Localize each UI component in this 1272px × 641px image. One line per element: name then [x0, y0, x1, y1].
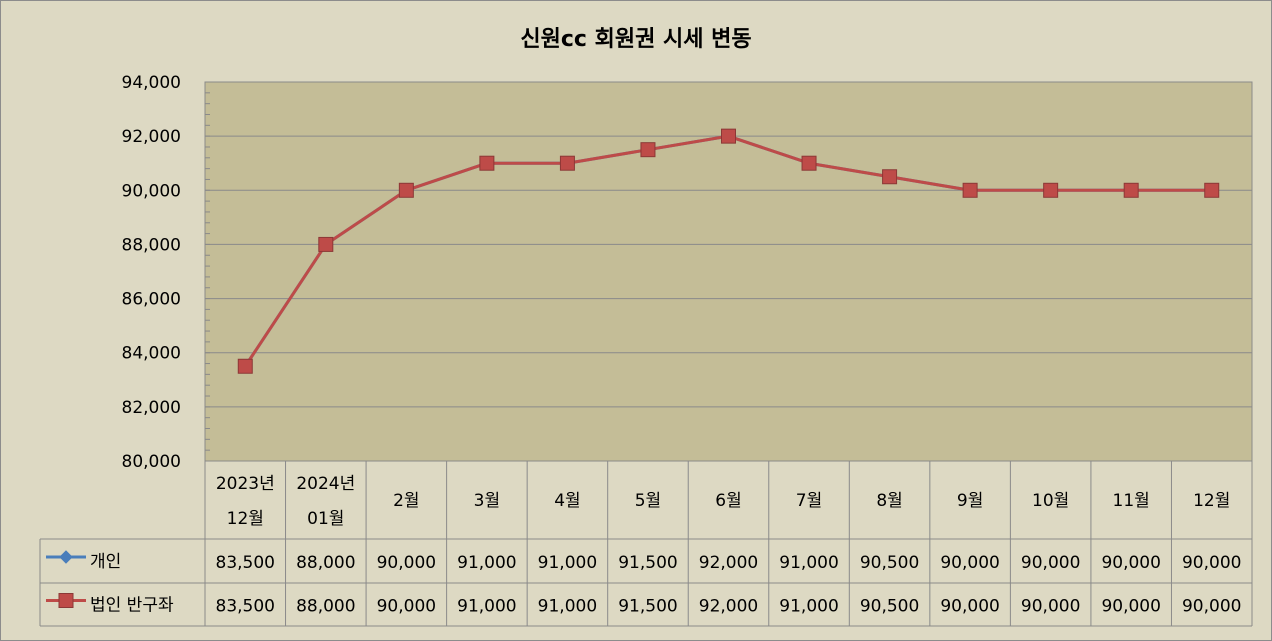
y-tick-label: 90,000 — [122, 181, 181, 201]
data-point — [721, 128, 736, 144]
data-table-value: 92,000 — [699, 597, 758, 617]
category-label: 6월 — [715, 491, 741, 511]
y-tick-label: 84,000 — [122, 344, 181, 364]
data-table-value: 88,000 — [296, 597, 355, 617]
data-table-value: 83,500 — [216, 597, 275, 617]
category-label: 10월 — [1032, 491, 1069, 511]
data-point — [559, 155, 575, 171]
data-table-value: 92,000 — [699, 553, 758, 573]
data-table-value: 91,500 — [618, 597, 677, 617]
data-table-value: 90,000 — [940, 597, 999, 617]
data-table-value: 91,000 — [457, 553, 516, 573]
data-table-value: 90,000 — [1101, 597, 1160, 617]
plot-area — [204, 81, 1253, 462]
data-table-value: 90,000 — [1182, 597, 1241, 617]
legend-label: 개인 — [90, 552, 121, 572]
data-point — [801, 155, 817, 171]
legend-label: 법인 반구좌 — [90, 596, 174, 616]
data-table-value: 90,500 — [860, 553, 919, 573]
y-tick-label: 80,000 — [122, 452, 181, 472]
y-tick-label: 92,000 — [122, 127, 181, 147]
data-table-value: 91,000 — [457, 597, 516, 617]
data-table-value: 90,000 — [940, 553, 999, 573]
category-label: 7월 — [796, 491, 822, 511]
data-table-value: 91,000 — [538, 553, 597, 573]
category-label: 3월 — [474, 491, 500, 511]
data-point — [640, 142, 656, 158]
y-tick-label: 88,000 — [122, 235, 181, 255]
data-point — [237, 358, 253, 374]
data-point — [1204, 182, 1220, 198]
y-tick-label: 86,000 — [122, 290, 181, 310]
data-table-value: 90,000 — [1101, 553, 1160, 573]
category-label: 12월 — [227, 509, 264, 529]
data-point — [1043, 182, 1059, 198]
data-table-value: 90,000 — [1021, 553, 1080, 573]
data-point — [962, 182, 978, 198]
category-label: 2024년 — [296, 474, 355, 494]
legend-key-marker — [58, 593, 74, 608]
category-label: 5월 — [635, 491, 661, 511]
data-point — [1123, 182, 1139, 198]
data-table-value: 90,000 — [377, 553, 436, 573]
y-tick-label: 82,000 — [122, 398, 181, 418]
data-point — [882, 169, 898, 185]
y-tick-label: 94,000 — [122, 73, 181, 93]
legend-key-marker — [59, 550, 73, 564]
category-label: 2월 — [393, 491, 419, 511]
data-point — [398, 182, 414, 198]
chart-title: 신원cc 회원권 시세 변동 — [520, 27, 751, 52]
category-label: 4월 — [554, 491, 580, 511]
category-label: 8월 — [876, 491, 902, 511]
data-table-value: 91,000 — [779, 597, 838, 617]
data-table-value: 91,000 — [779, 553, 838, 573]
category-label: 9월 — [957, 491, 983, 511]
data-table-value: 88,000 — [296, 553, 355, 573]
data-table-value: 90,000 — [1182, 553, 1241, 573]
data-table-value: 83,500 — [216, 553, 275, 573]
data-table-value: 91,500 — [618, 553, 677, 573]
category-label: 2023년 — [216, 474, 275, 494]
data-table-value: 90,000 — [1021, 597, 1080, 617]
data-point — [318, 236, 334, 252]
data-table-value: 90,000 — [377, 597, 436, 617]
category-label: 11월 — [1113, 491, 1150, 511]
category-label: 01월 — [307, 509, 344, 529]
category-label: 12월 — [1193, 491, 1230, 511]
data-table-value: 90,500 — [860, 597, 919, 617]
data-point — [479, 155, 495, 171]
data-table-value: 91,000 — [538, 597, 597, 617]
